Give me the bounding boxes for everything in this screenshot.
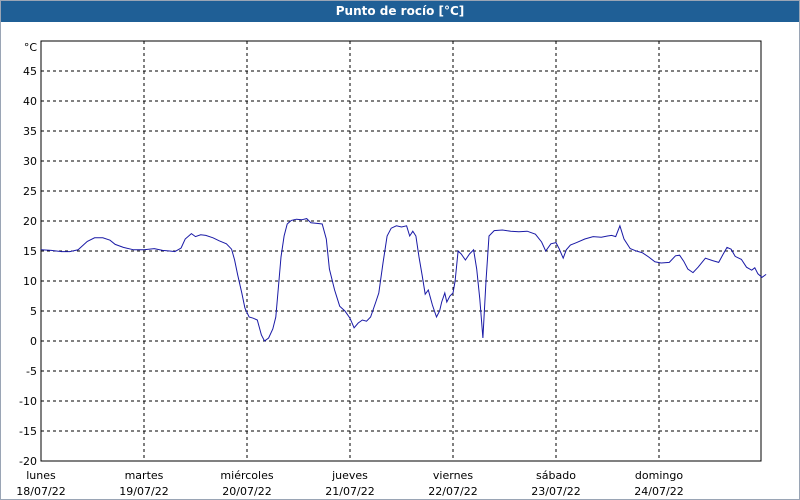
y-tick-label: -10 <box>19 395 37 408</box>
x-tick-date-label: 22/07/22 <box>428 485 477 498</box>
y-tick-label: 15 <box>23 245 37 258</box>
y-tick-label: -5 <box>26 365 37 378</box>
x-tick-date-label: 19/07/22 <box>119 485 168 498</box>
y-tick-label: -15 <box>19 425 37 438</box>
x-tick-day-label: miércoles <box>220 469 273 482</box>
x-tick-date-label: 24/07/22 <box>634 485 683 498</box>
x-tick-day-label: domingo <box>635 469 683 482</box>
x-tick-date-label: 18/07/22 <box>16 485 65 498</box>
y-tick-label: 0 <box>30 335 37 348</box>
y-axis-label: °C <box>24 41 38 54</box>
y-tick-label: 5 <box>30 305 37 318</box>
x-tick-day-label: martes <box>125 469 164 482</box>
x-tick-date-label: 23/07/22 <box>531 485 580 498</box>
y-tick-label: 25 <box>23 185 37 198</box>
x-tick-day-label: viernes <box>433 469 473 482</box>
y-tick-label: 20 <box>23 215 37 228</box>
y-tick-label: 10 <box>23 275 37 288</box>
x-tick-day-label: sábado <box>536 469 576 482</box>
y-tick-label: 35 <box>23 125 37 138</box>
series-line <box>40 218 767 342</box>
y-tick-label: 40 <box>23 95 37 108</box>
x-tick-date-label: 21/07/22 <box>325 485 374 498</box>
chart-title: Punto de rocío [°C] <box>1 1 799 22</box>
x-tick-day-label: jueves <box>331 469 368 482</box>
y-tick-label: -20 <box>19 455 37 468</box>
x-tick-day-label: lunes <box>26 469 56 482</box>
y-tick-label: 30 <box>23 155 37 168</box>
x-tick-date-label: 20/07/22 <box>222 485 271 498</box>
y-tick-label: 45 <box>23 65 37 78</box>
